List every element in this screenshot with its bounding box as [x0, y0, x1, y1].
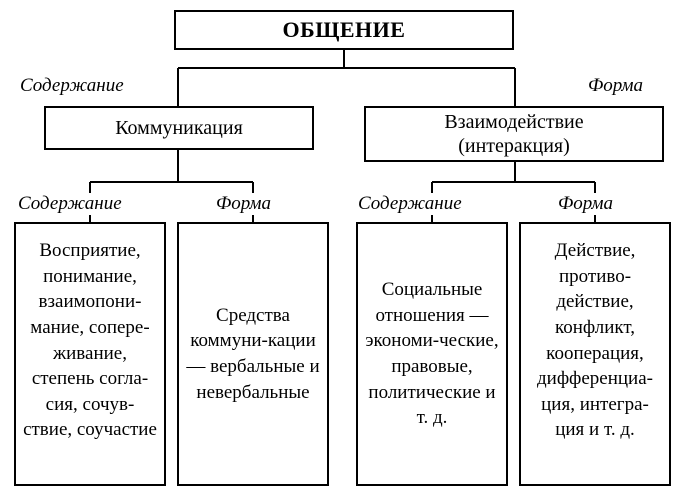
mid-right-box: Взаимодействие (интеракция) — [364, 106, 664, 162]
label-top-right: Форма — [588, 75, 643, 97]
label-bot-l1: Содержание — [18, 193, 122, 215]
mid-left-title: Коммуникация — [115, 116, 243, 140]
leaf-r1-box: Социальные отношения — экономи-ческие, п… — [356, 222, 508, 486]
label-top-left: Содержание — [20, 75, 124, 97]
leaf-l2-text: Средства коммуни-кации — вербальные и не… — [185, 303, 321, 406]
leaf-l1-box: Восприятие, понимание, взаимопони-мание,… — [14, 222, 166, 486]
leaf-r2-text: Действие, противо-действие, конфликт, ко… — [527, 238, 663, 443]
root-title: ОБЩЕНИЕ — [283, 17, 406, 43]
mid-left-box: Коммуникация — [44, 106, 314, 150]
leaf-l1-text: Восприятие, понимание, взаимопони-мание,… — [22, 238, 158, 443]
label-bot-r1: Содержание — [358, 193, 462, 215]
label-bot-l2: Форма — [216, 193, 271, 215]
leaf-l2-box: Средства коммуни-кации — вербальные и не… — [177, 222, 329, 486]
label-bot-r2: Форма — [558, 193, 613, 215]
leaf-r2-box: Действие, противо-действие, конфликт, ко… — [519, 222, 671, 486]
root-box: ОБЩЕНИЕ — [174, 10, 514, 50]
mid-right-title: Взаимодействие (интеракция) — [444, 110, 583, 158]
leaf-r1-text: Социальные отношения — экономи-ческие, п… — [364, 277, 500, 431]
